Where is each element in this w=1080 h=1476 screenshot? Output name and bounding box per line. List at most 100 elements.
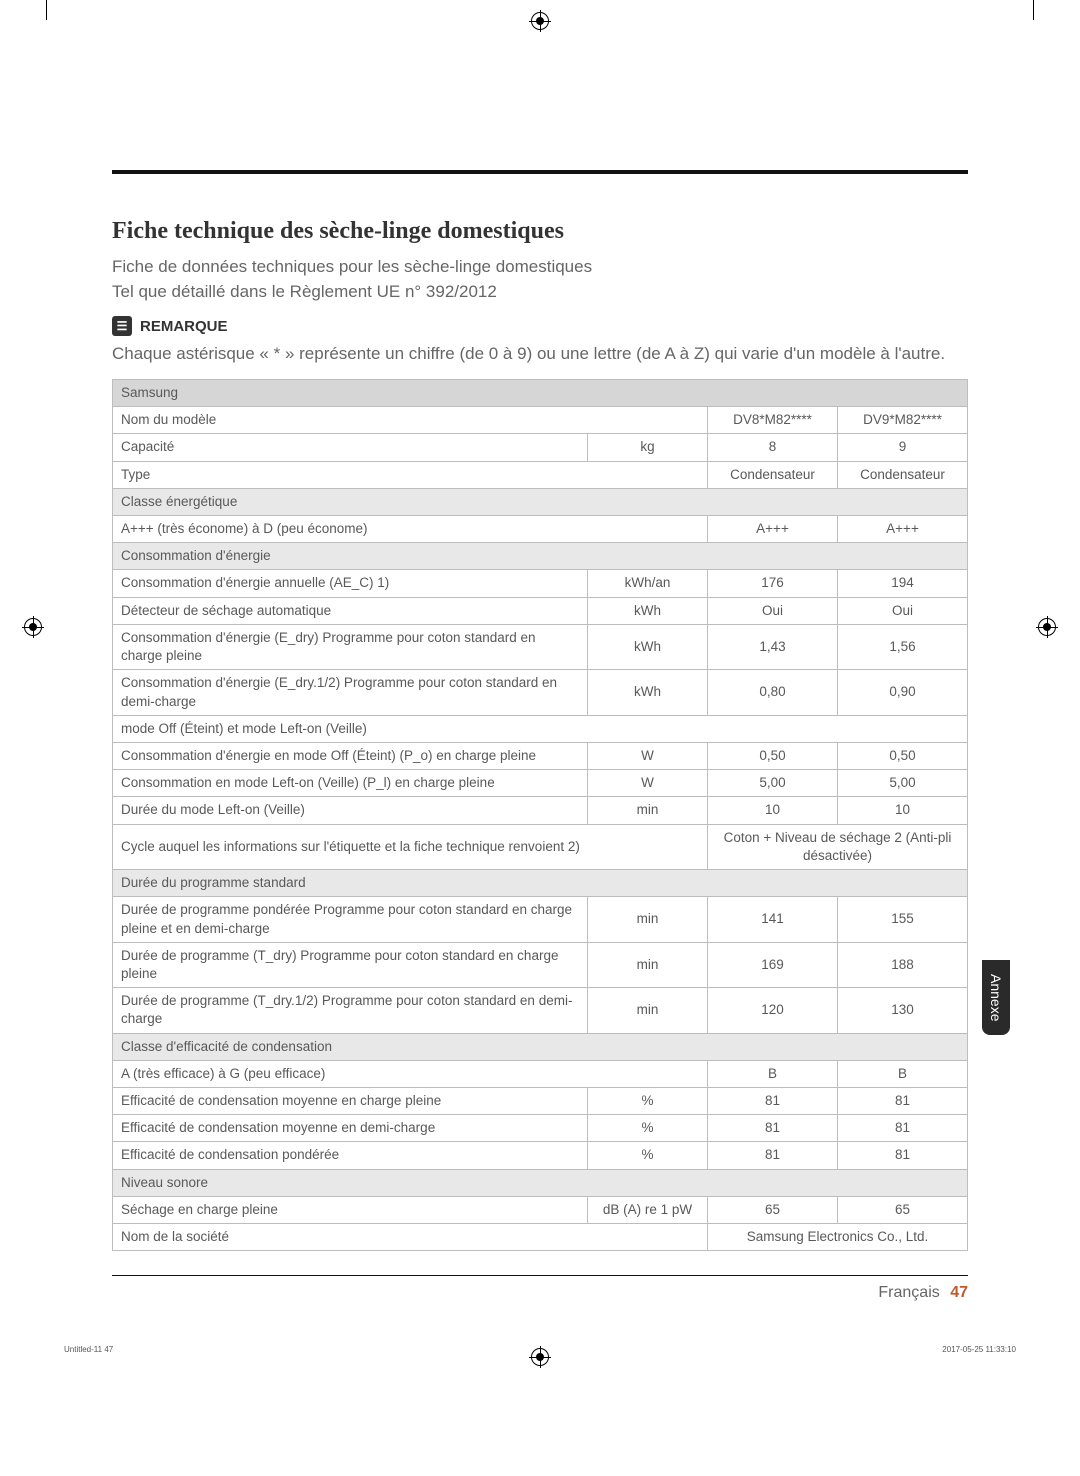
registration-mark-icon — [24, 618, 42, 636]
row-value: Oui — [838, 597, 968, 624]
registration-mark-icon — [1038, 618, 1056, 636]
row-value: 120 — [708, 988, 838, 1033]
row-label: Durée de programme pondérée Programme po… — [113, 897, 588, 942]
row-value: B — [708, 1060, 838, 1087]
row-value: 5,00 — [838, 770, 968, 797]
table-row: Samsung — [113, 379, 968, 406]
row-value: 10 — [838, 797, 968, 824]
table-row: Consommation d'énergie en mode Off (Étei… — [113, 742, 968, 769]
section-title: Consommation d'énergie — [113, 543, 968, 570]
section-title: Niveau sonore — [113, 1169, 968, 1196]
remark-label: REMARQUE — [140, 318, 228, 335]
row-label: mode Off (Éteint) et mode Left-on (Veill… — [113, 715, 968, 742]
page-title: Fiche technique des sèche-linge domestiq… — [112, 218, 968, 245]
remark-text: Chaque astérisque « * » représente un ch… — [112, 342, 968, 367]
section-header: Classe énergétique — [113, 488, 968, 515]
row-value: 81 — [838, 1088, 968, 1115]
row-value: 10 — [708, 797, 838, 824]
model-value: DV8*M82**** — [708, 407, 838, 434]
row-unit: min — [588, 897, 708, 942]
row-unit: % — [588, 1142, 708, 1169]
crop-mark — [46, 0, 47, 20]
section-header: Consommation d'énergie — [113, 543, 968, 570]
section-title: Classe énergétique — [113, 488, 968, 515]
table-row: Durée du mode Left-on (Veille) min 10 10 — [113, 797, 968, 824]
table-row: Durée de programme (T_dry.1/2) Programme… — [113, 988, 968, 1033]
row-label: Détecteur de séchage automatique — [113, 597, 588, 624]
table-row: Capacité kg 8 9 — [113, 434, 968, 461]
row-value: 194 — [838, 570, 968, 597]
row-label: A (très efficace) à G (peu efficace) — [113, 1060, 708, 1087]
row-value: 81 — [838, 1115, 968, 1142]
row-label: Séchage en charge pleine — [113, 1196, 588, 1223]
language-label: Français — [878, 1284, 939, 1301]
row-value: Coton + Niveau de séchage 2 (Anti-pli dé… — [708, 824, 968, 869]
table-row: Efficacité de condensation moyenne en de… — [113, 1115, 968, 1142]
table-row: Consommation d'énergie (E_dry.1/2) Progr… — [113, 670, 968, 715]
row-value: 81 — [708, 1088, 838, 1115]
row-value: 81 — [838, 1142, 968, 1169]
row-value: Condensateur — [838, 461, 968, 488]
doc-id: Untitled-11 47 — [64, 1345, 113, 1354]
table-row: Cycle auquel les informations sur l'étiq… — [113, 824, 968, 869]
page-content: Fiche technique des sèche-linge domestiq… — [112, 170, 968, 1251]
row-value: 176 — [708, 570, 838, 597]
spec-table: Samsung Nom du modèle DV8*M82**** DV9*M8… — [112, 379, 968, 1251]
row-value: 169 — [708, 942, 838, 987]
table-row: Efficacité de condensation moyenne en ch… — [113, 1088, 968, 1115]
row-unit: min — [588, 988, 708, 1033]
table-row: Durée de programme pondérée Programme po… — [113, 897, 968, 942]
table-row: A (très efficace) à G (peu efficace) B B — [113, 1060, 968, 1087]
table-row: Nom du modèle DV8*M82**** DV9*M82**** — [113, 407, 968, 434]
row-label: Nom de la société — [113, 1224, 708, 1251]
row-value: 9 — [838, 434, 968, 461]
row-unit: dB (A) re 1 pW — [588, 1196, 708, 1223]
row-value: 65 — [838, 1196, 968, 1223]
row-label: Efficacité de condensation moyenne en de… — [113, 1115, 588, 1142]
row-label: Efficacité de condensation pondérée — [113, 1142, 588, 1169]
page-number: 47 — [950, 1284, 968, 1301]
subtitle: Fiche de données techniques pour les sèc… — [112, 255, 968, 280]
row-value: Oui — [708, 597, 838, 624]
table-row: A+++ (très économe) à D (peu économe) A+… — [113, 516, 968, 543]
timestamp: 2017-05-25 11:33:10 — [942, 1345, 1016, 1354]
table-row: Nom de la société Samsung Electronics Co… — [113, 1224, 968, 1251]
row-value: 81 — [708, 1115, 838, 1142]
row-unit: min — [588, 797, 708, 824]
page-footer: Français 47 — [878, 1284, 968, 1302]
row-label: Consommation en mode Left-on (Veille) (P… — [113, 770, 588, 797]
note-icon: ☰ — [112, 316, 132, 336]
divider — [112, 1275, 968, 1276]
crop-mark — [1033, 0, 1034, 20]
section-tab: Annexe — [982, 960, 1010, 1035]
row-value: 0,50 — [838, 742, 968, 769]
registration-mark-icon — [531, 12, 549, 30]
row-label: Efficacité de condensation moyenne en ch… — [113, 1088, 588, 1115]
divider — [112, 170, 968, 174]
row-value: 0,80 — [708, 670, 838, 715]
row-value: 141 — [708, 897, 838, 942]
row-label: Durée du mode Left-on (Veille) — [113, 797, 588, 824]
row-value: B — [838, 1060, 968, 1087]
row-value: 1,56 — [838, 624, 968, 669]
table-row: Séchage en charge pleine dB (A) re 1 pW … — [113, 1196, 968, 1223]
row-label: Nom du modèle — [113, 407, 708, 434]
row-unit: W — [588, 770, 708, 797]
subtitle: Tel que détaillé dans le Règlement UE n°… — [112, 280, 968, 305]
row-label: Capacité — [113, 434, 588, 461]
row-label: Consommation d'énergie en mode Off (Étei… — [113, 742, 588, 769]
table-row: Détecteur de séchage automatique kWh Oui… — [113, 597, 968, 624]
row-label: Consommation d'énergie annuelle (AE_C) 1… — [113, 570, 588, 597]
row-value: A+++ — [708, 516, 838, 543]
row-label: Cycle auquel les informations sur l'étiq… — [113, 824, 708, 869]
section-title: Classe d'efficacité de condensation — [113, 1033, 968, 1060]
model-value: DV9*M82**** — [838, 407, 968, 434]
row-value: 8 — [708, 434, 838, 461]
table-row: Efficacité de condensation pondérée % 81… — [113, 1142, 968, 1169]
row-value: 81 — [708, 1142, 838, 1169]
row-label: Durée de programme (T_dry.1/2) Programme… — [113, 988, 588, 1033]
row-label: Durée de programme (T_dry) Programme pou… — [113, 942, 588, 987]
table-row: Consommation d'énergie (E_dry) Programme… — [113, 624, 968, 669]
row-value: 5,00 — [708, 770, 838, 797]
table-row: Type Condensateur Condensateur — [113, 461, 968, 488]
